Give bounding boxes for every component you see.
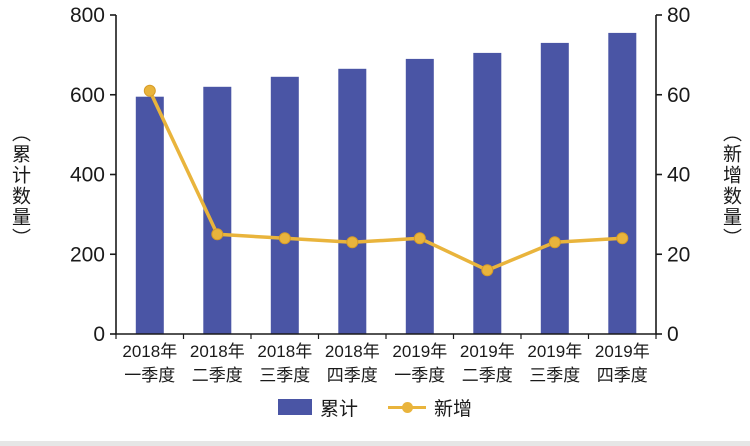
bar-series-swatch: [277, 399, 312, 415]
right-axis-title: （新增数量）: [720, 123, 741, 249]
line-marker: [481, 264, 494, 277]
x-tick-label-year: 2019年: [527, 342, 582, 361]
left-axis-title: （累计数量）: [9, 123, 30, 249]
x-tick-label-quarter: 三季度: [259, 366, 310, 385]
x-tick-label-year: 2018年: [122, 342, 177, 361]
bar-segment: [473, 52, 502, 335]
x-tick-label-quarter: 四季度: [327, 366, 378, 385]
line-swatch-marker-icon: [401, 401, 413, 413]
x-tick-label-year: 2018年: [257, 342, 312, 361]
legend-item-cumulative: 累计: [277, 394, 358, 421]
left-axis-tick-label: 800: [70, 4, 105, 27]
line-marker: [548, 236, 561, 249]
line-marker: [278, 232, 291, 245]
x-tick-label-year: 2019年: [595, 342, 650, 361]
chart-legend: 累计 新增: [0, 390, 750, 424]
chart-canvas: 02004006008000204060802018年一季度2018年二季度20…: [70, 4, 690, 385]
x-tick-label-year: 2018年: [190, 342, 245, 361]
right-axis-tick-label: 0: [667, 323, 679, 346]
x-tick-label-quarter: 二季度: [462, 366, 513, 385]
left-axis-tick-label: 600: [70, 84, 105, 107]
x-tick-label-year: 2018年: [325, 342, 380, 361]
right-axis-tick-label: 20: [667, 243, 690, 266]
legend-label-cumulative: 累计: [319, 398, 358, 420]
bar-segment: [608, 32, 637, 335]
line-marker: [211, 228, 224, 241]
x-tick-label-quarter: 三季度: [529, 366, 580, 385]
bar-segment: [338, 68, 367, 335]
line-marker: [616, 232, 629, 245]
page-footer-strip: [0, 441, 750, 446]
bar-segment: [135, 96, 164, 334]
right-axis-tick-label: 40: [667, 164, 690, 187]
x-tick-label-quarter: 一季度: [394, 366, 445, 385]
line-marker: [346, 236, 359, 249]
legend-item-new: 新增: [388, 394, 472, 421]
x-tick-label-quarter: 四季度: [597, 366, 648, 385]
left-axis-tick-label: 400: [70, 164, 105, 187]
left-axis-tick-label: 200: [70, 243, 105, 266]
x-tick-label-quarter: 二季度: [192, 366, 243, 385]
bar-segment: [540, 42, 569, 335]
x-tick-label-year: 2019年: [460, 342, 515, 361]
line-series-swatch: [388, 400, 426, 414]
line-marker: [143, 84, 156, 97]
line-series: [148, 89, 625, 272]
left-axis-tick-label: 0: [93, 323, 105, 346]
right-axis-tick-label: 60: [667, 84, 690, 107]
right-axis-tick-label: 80: [667, 4, 690, 27]
legend-label-new: 新增: [434, 398, 473, 420]
bar-segment: [405, 58, 434, 335]
bar-segment: [270, 76, 299, 335]
x-tick-label-quarter: 一季度: [124, 366, 175, 385]
x-tick-label-year: 2019年: [392, 342, 447, 361]
line-marker: [413, 232, 426, 245]
